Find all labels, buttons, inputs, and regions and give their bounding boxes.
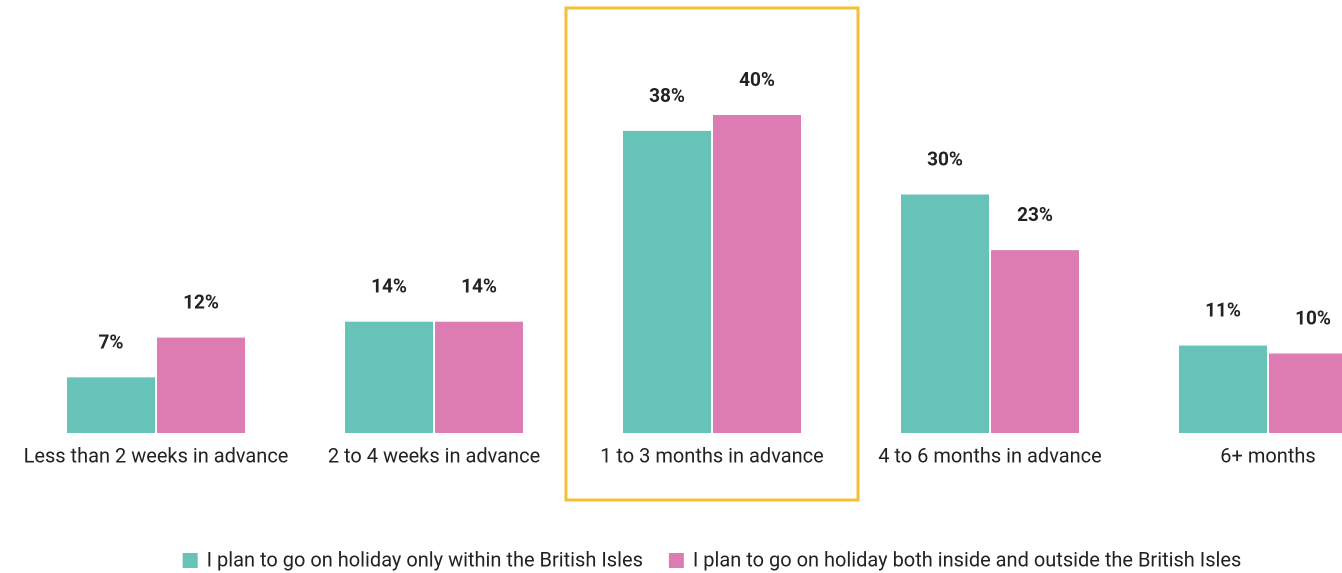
bar	[1269, 353, 1342, 433]
highlight-box	[564, 6, 860, 502]
value-label: 14%	[461, 275, 497, 298]
value-label: 30%	[927, 148, 963, 171]
legend-swatch	[668, 553, 684, 568]
value-label: 14%	[371, 275, 407, 298]
x-tick-label: 1 to 3 months in advance	[600, 443, 824, 467]
value-label: 11%	[1205, 299, 1241, 322]
legend-swatch	[182, 553, 198, 568]
bar	[157, 337, 245, 433]
x-tick-label: Less than 2 weeks in advance	[24, 443, 289, 467]
bar	[345, 321, 433, 433]
bar	[1179, 345, 1267, 433]
bar	[991, 250, 1079, 433]
bar	[67, 377, 155, 433]
legend-label: I plan to go on holiday only within the …	[207, 547, 643, 571]
value-label: 23%	[1017, 203, 1053, 226]
value-label: 7%	[99, 330, 124, 353]
bar	[901, 194, 989, 433]
value-label: 12%	[183, 291, 219, 314]
bar	[435, 321, 523, 433]
legend-label: I plan to go on holiday both inside and …	[693, 547, 1241, 571]
value-label: 40%	[739, 68, 775, 91]
x-tick-label: 6+ months	[1220, 443, 1315, 467]
bar	[623, 130, 711, 433]
value-label: 10%	[1295, 307, 1331, 330]
value-label: 38%	[649, 84, 685, 107]
x-tick-label: 2 to 4 weeks in advance	[328, 443, 540, 467]
x-tick-label: 4 to 6 months in advance	[878, 443, 1102, 467]
bar	[713, 115, 801, 433]
